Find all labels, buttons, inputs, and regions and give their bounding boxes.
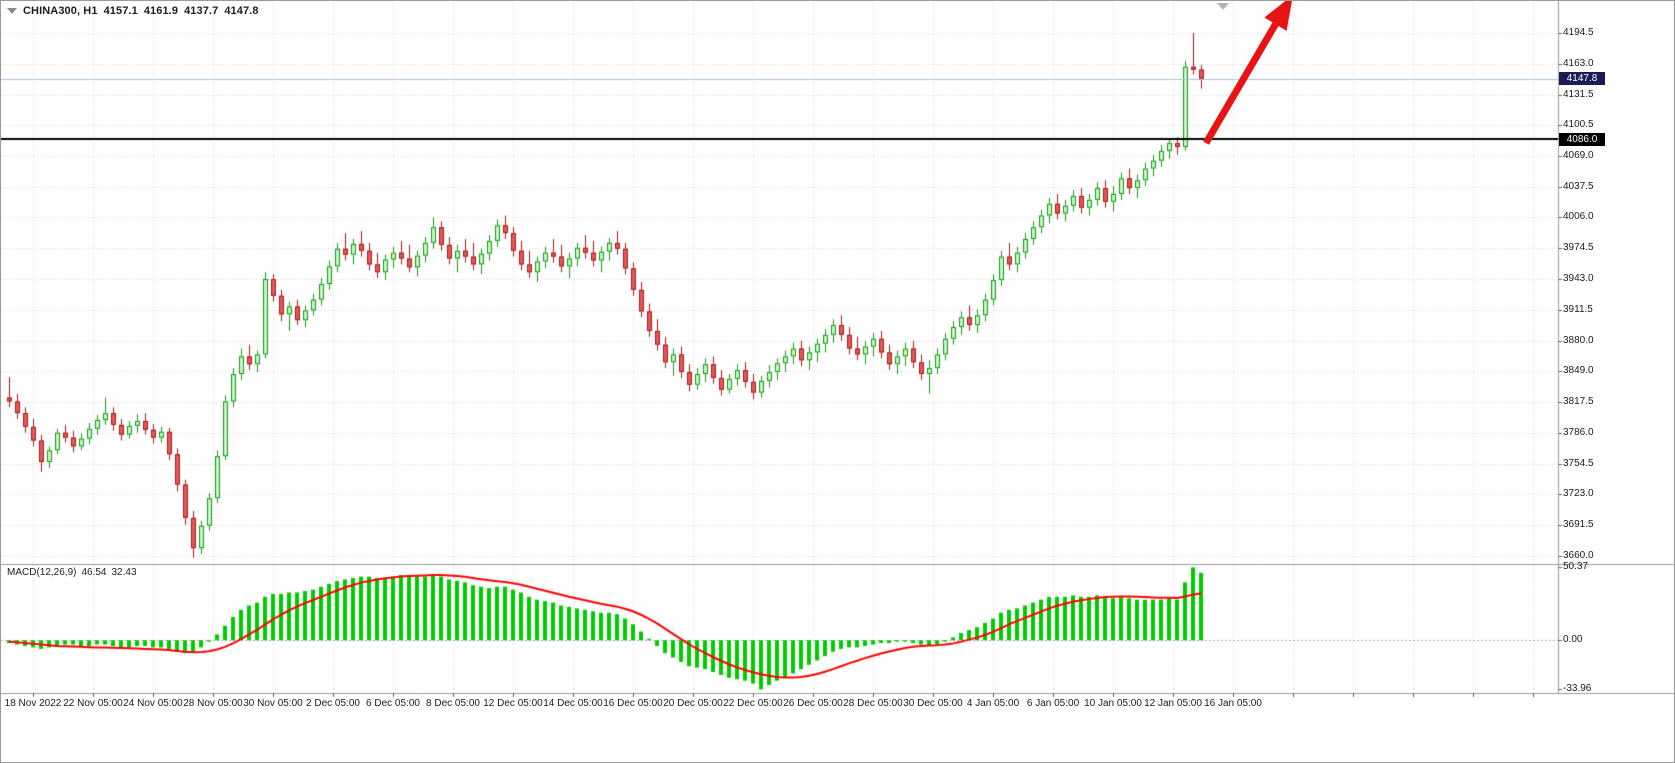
chart-header: CHINA300, H1 4157.1 4161.9 4137.7 4147.8: [7, 5, 259, 17]
price-axis-label: 4006.0: [1563, 211, 1594, 223]
price-axis-label: 3754.5: [1563, 457, 1594, 469]
time-axis-label: 26 Dec 05:00: [783, 698, 843, 709]
macd-params-label: MACD(12,26,9): [7, 567, 77, 578]
time-axis-label: 20 Dec 05:00: [663, 698, 723, 709]
time-axis-label: 8 Dec 05:00: [426, 698, 480, 709]
ohlc-high-value: 4161.9: [143, 5, 179, 17]
price-axis-label: 4163.0: [1563, 57, 1594, 69]
price-axis-label: 4037.5: [1563, 180, 1594, 192]
time-axis-label: 30 Nov 05:00: [243, 698, 303, 709]
hline-price-tag[interactable]: 4086.0: [1559, 132, 1605, 146]
time-axis-label: 28 Nov 05:00: [183, 698, 243, 709]
macd-axis-label: 0.00: [1563, 634, 1583, 646]
time-axis-label: 6 Dec 05:00: [366, 698, 420, 709]
macd-axis-label: 50.37: [1563, 561, 1589, 573]
ohlc-open-value: 4157.1: [103, 5, 138, 17]
price-axis-label: 3943.0: [1563, 273, 1594, 285]
price-axis-label: 3691.5: [1563, 519, 1594, 531]
macd-axis-label: -33.96: [1563, 683, 1592, 695]
trend-arrow-annotation[interactable]: [1151, 1, 1321, 161]
time-axis-label: 10 Jan 05:00: [1084, 698, 1142, 709]
symbol-timeframe-label: CHINA300, H1: [23, 5, 98, 17]
price-axis-label: 4131.5: [1563, 88, 1594, 100]
time-axis-label: 22 Nov 05:00: [63, 698, 123, 709]
time-axis-label: 12 Jan 05:00: [1144, 698, 1202, 709]
ohlc-low-value: 4137.7: [184, 5, 219, 17]
price-axis-label: 3849.0: [1563, 365, 1594, 377]
time-axis-label: 12 Dec 05:00: [483, 698, 543, 709]
time-axis-label: 6 Jan 05:00: [1026, 698, 1080, 709]
macd-signal-value: 32.43: [111, 567, 137, 578]
time-axis-label: 4 Jan 05:00: [966, 698, 1020, 709]
time-axis-label: 14 Dec 05:00: [543, 698, 603, 709]
price-axis-label: 3723.0: [1563, 488, 1594, 500]
time-axis-label: 24 Nov 05:00: [123, 698, 183, 709]
current-price-tag: 4147.8: [1559, 72, 1605, 86]
macd-indicator-label: MACD(12,26,9) 46.54 32.43: [7, 567, 142, 578]
symbol-dropdown-icon[interactable]: [7, 8, 17, 14]
macd-main-value: 46.54: [81, 567, 107, 578]
time-axis-label: 2 Dec 05:00: [306, 698, 360, 709]
chart-shift-marker-icon: [1217, 3, 1229, 10]
price-axis-label: 3974.5: [1563, 242, 1594, 254]
ohlc-close-value: 4147.8: [224, 5, 259, 17]
time-axis-label: 16 Jan 05:00: [1204, 698, 1262, 709]
time-axis-label: 22 Dec 05:00: [723, 698, 783, 709]
time-axis-label: 16 Dec 05:00: [603, 698, 663, 709]
price-axis-label: 4100.5: [1563, 118, 1594, 130]
price-axis-label: 3817.5: [1563, 395, 1594, 407]
price-axis-label: 3786.0: [1563, 426, 1594, 438]
price-axis-label: 4069.0: [1563, 149, 1594, 161]
time-axis-label: 18 Nov 2022: [4, 698, 62, 709]
price-axis-label: 3911.5: [1563, 303, 1593, 315]
time-axis-label: 30 Dec 05:00: [903, 698, 963, 709]
time-axis-label: 28 Dec 05:00: [843, 698, 903, 709]
price-axis-label: 4194.5: [1563, 27, 1594, 38]
price-axis-label: 3880.0: [1563, 334, 1594, 346]
price-axis-label: 3660.0: [1563, 550, 1594, 561]
